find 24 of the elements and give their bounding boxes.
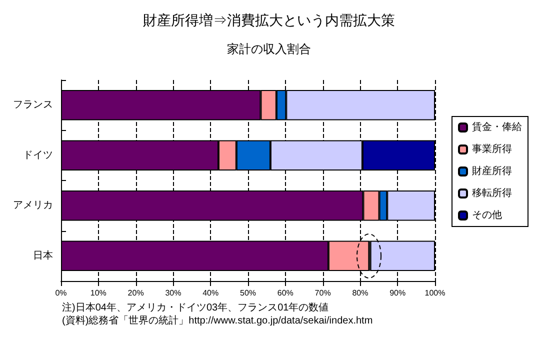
text: 注)日本04年、アメリカ・ドイツ03年、フランス01年の数値: [62, 302, 329, 314]
legend-label: 賃金・俸給: [472, 121, 522, 133]
x-tick-label: 20%: [128, 288, 144, 298]
x-tick-label: 0%: [55, 288, 67, 298]
legend-label: 財産所得: [472, 165, 512, 177]
y-tick-label: アメリカ: [13, 200, 53, 212]
x-tick-label: 30%: [165, 288, 182, 298]
x-tick-label: 100%: [424, 288, 446, 298]
legend-label: 事業所得: [472, 143, 512, 155]
y-tick-label: 日本: [33, 249, 53, 262]
text: (資料)総務省「世界の統計」http://www.stat.go.jp/data/sekai/index.htm: [62, 314, 373, 326]
chart-subtitle: 家計の収入割合: [227, 42, 311, 56]
x-tick-label: 70%: [314, 288, 331, 298]
y-tick-label: ドイツ: [23, 150, 53, 161]
x-tick-label: 50%: [240, 288, 256, 298]
legend-label: 移転所得: [472, 187, 512, 199]
y-tick-label: フランス: [13, 100, 53, 111]
x-tick-label: 10%: [90, 288, 106, 298]
x-tick-label: 60%: [277, 288, 294, 298]
x-tick-label: 40%: [202, 288, 219, 298]
legend-label: その他: [472, 209, 502, 221]
x-tick-label: 80%: [352, 288, 368, 298]
chart-title: 財産所得増⇒消費拡大という内需拡大策: [143, 12, 395, 28]
x-tick-label: 90%: [390, 288, 406, 298]
